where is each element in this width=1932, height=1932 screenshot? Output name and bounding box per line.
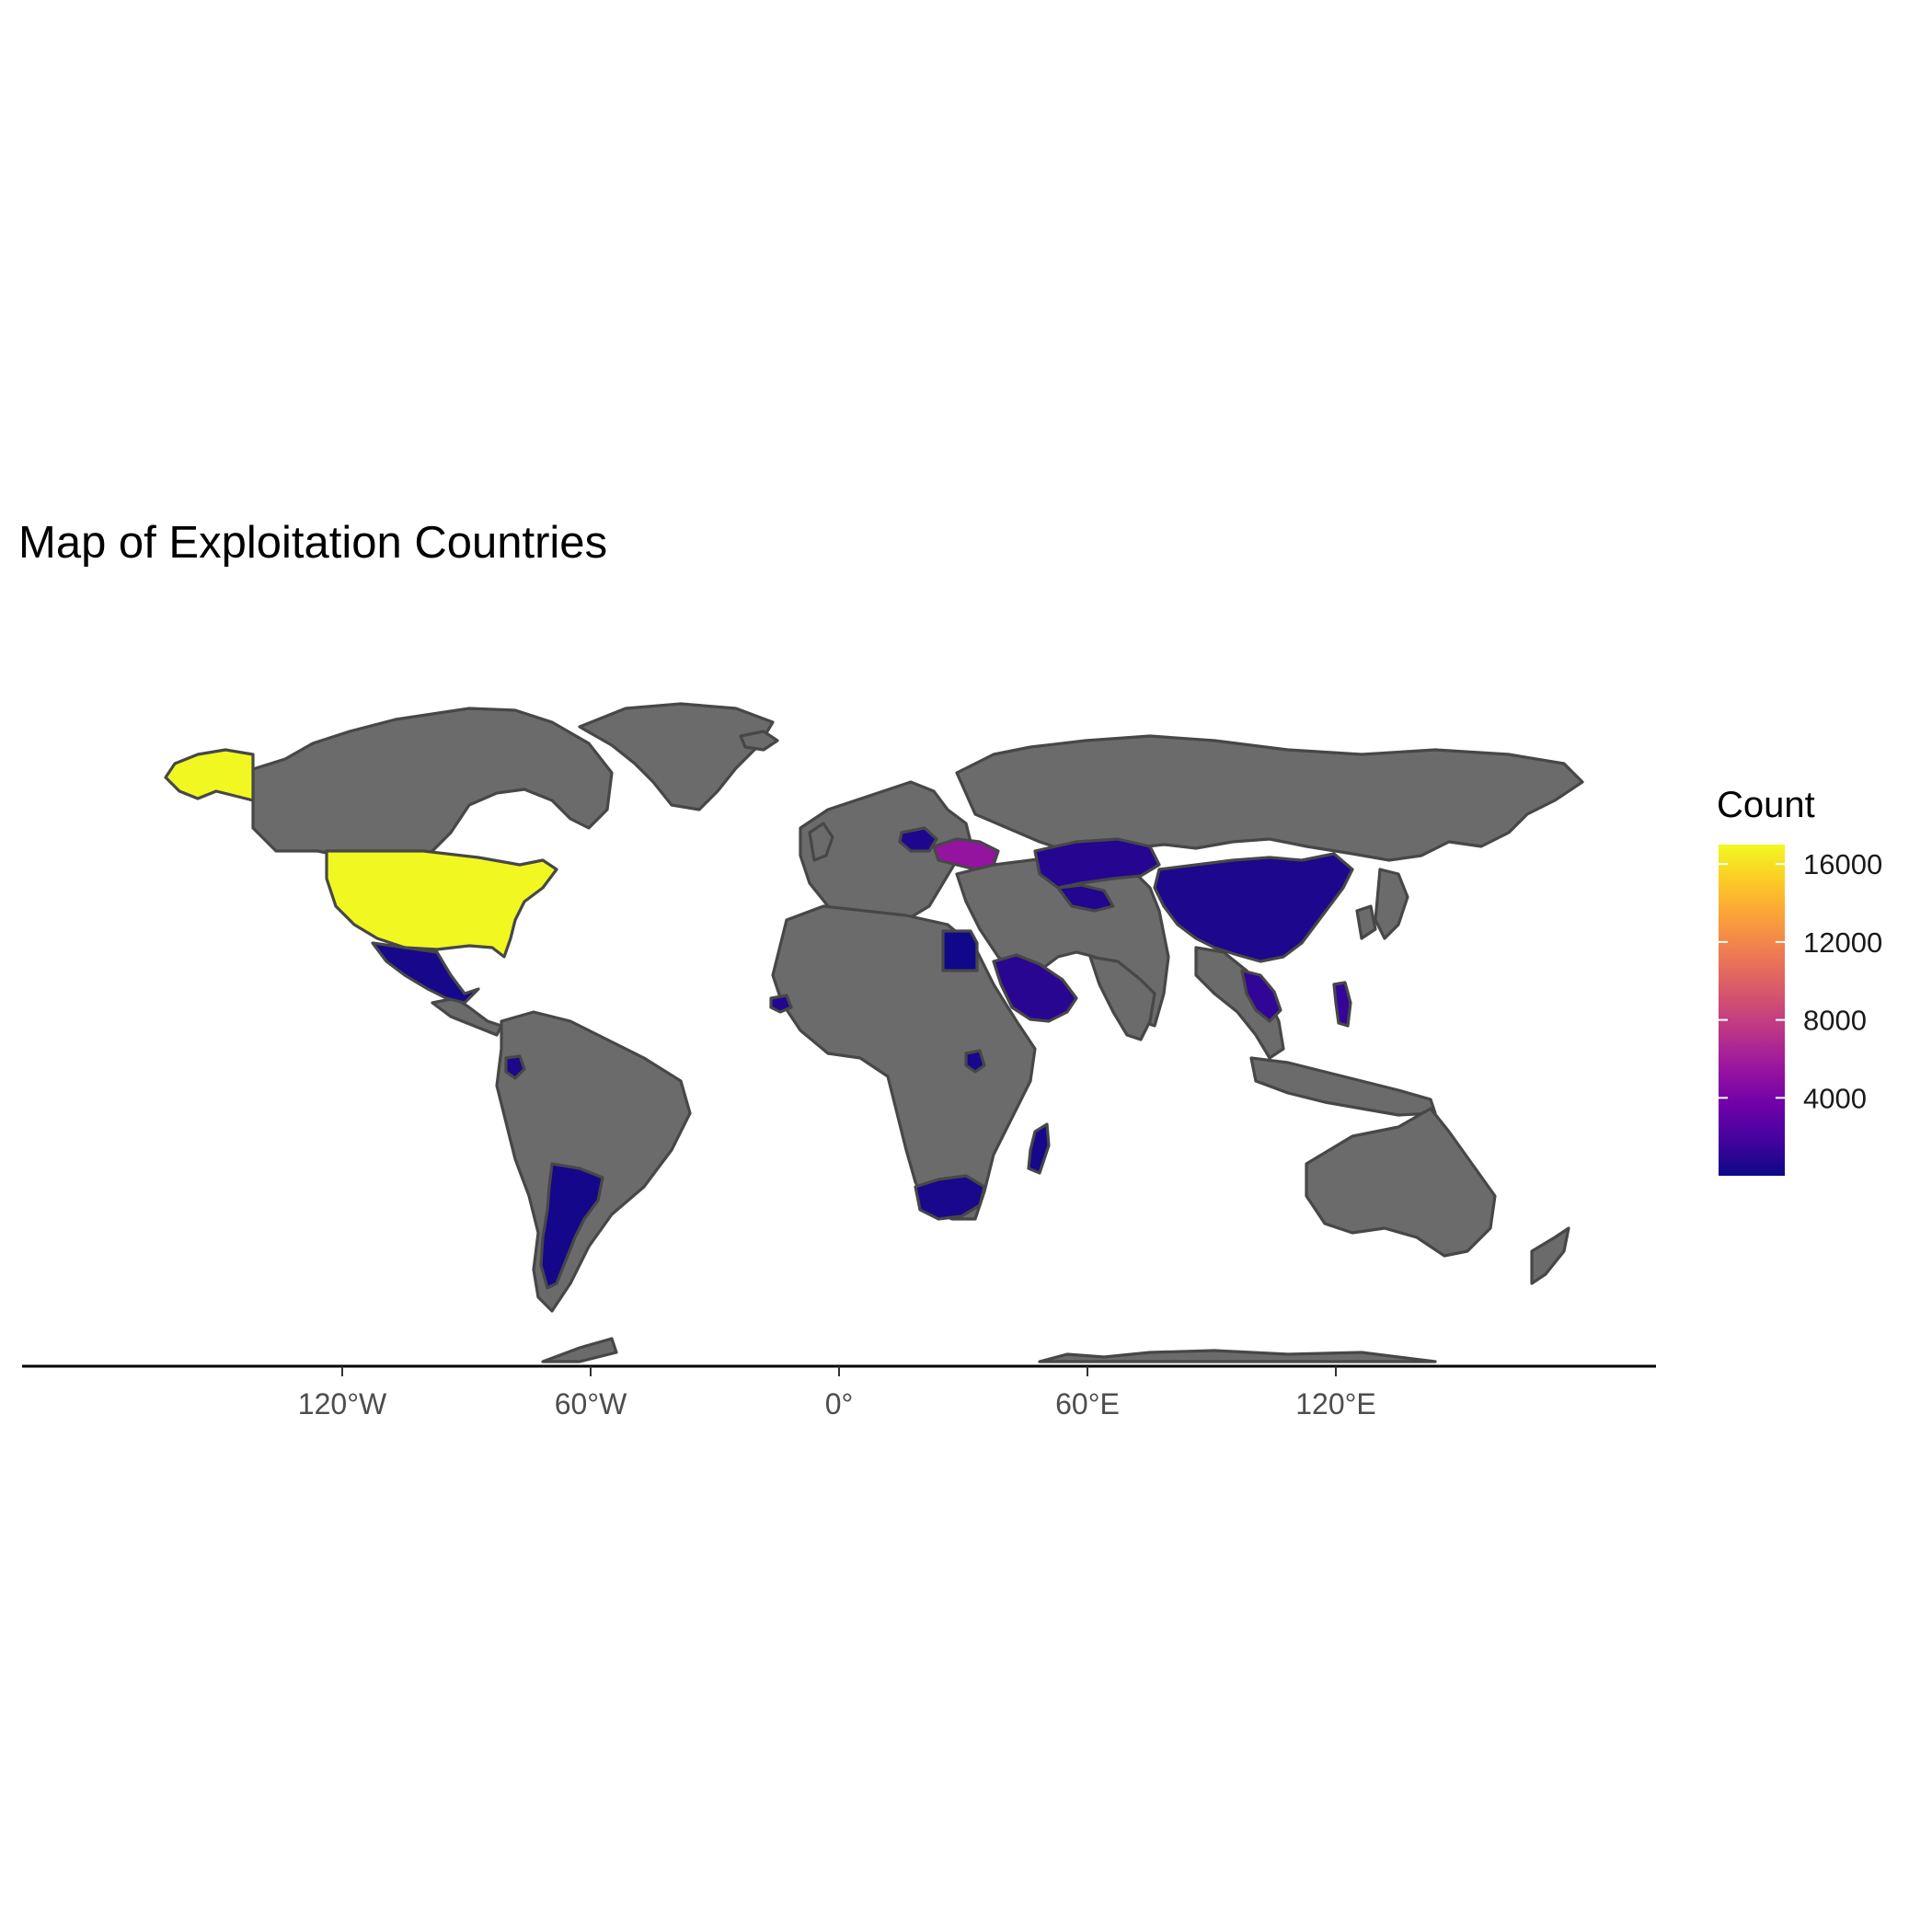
country-south-africa [914, 1174, 986, 1221]
country-uganda [964, 1049, 986, 1074]
x-tick-label: 120°W [298, 1387, 387, 1420]
map-title: Map of Exploitation Countries [18, 518, 608, 568]
legend-label: 16000 [1803, 848, 1882, 880]
country-egypt [941, 929, 979, 972]
legend-label: 12000 [1803, 926, 1882, 959]
legend-label: 8000 [1803, 1005, 1867, 1037]
country-southeast-asia [1194, 946, 1285, 1060]
x-axis: 120°W 60°W 0° 60°E 120°E [22, 1364, 1656, 1420]
country-korea [1355, 904, 1377, 940]
country-antarctica-west [541, 1337, 618, 1363]
country-canada-greenland [251, 707, 614, 862]
country-philippines [1332, 981, 1352, 1028]
legend-title: Count [1717, 785, 1815, 825]
country-new-zealand [1530, 1226, 1570, 1285]
country-central-america [431, 996, 503, 1037]
legend-colorbar [1719, 845, 1785, 1176]
country-argentina [539, 1162, 604, 1290]
country-uzbekistan [1056, 883, 1115, 913]
country-ukraine [932, 837, 1000, 871]
country-antarctica-east [1038, 1349, 1437, 1363]
country-alaska [164, 748, 255, 802]
legend-label: 4000 [1803, 1082, 1867, 1114]
country-china [1153, 852, 1354, 963]
country-greenland [578, 702, 775, 811]
country-ecuador [504, 1054, 526, 1080]
country-south-america [495, 1010, 692, 1313]
x-tick-label: 60°W [555, 1387, 627, 1420]
country-united-states [325, 849, 558, 959]
country-saudi-arabia [992, 953, 1078, 1023]
legend: Count 16000 12000 8000 4000 [1717, 785, 1882, 1176]
country-australia [1305, 1107, 1497, 1258]
country-indonesia [1249, 1056, 1437, 1117]
country-india [1088, 955, 1156, 1041]
country-russia [955, 734, 1584, 862]
country-iceland [739, 730, 779, 752]
country-japan [1374, 868, 1409, 940]
x-tick-label: 60°E [1055, 1387, 1120, 1420]
highlight-layer [164, 748, 1354, 1290]
x-tick-label: 0° [825, 1387, 854, 1420]
country-kazakhstan [1033, 837, 1161, 890]
country-uk [808, 822, 834, 862]
country-poland [898, 826, 938, 853]
land-layer [251, 702, 1584, 1363]
country-senegal [769, 994, 793, 1014]
country-mexico [371, 941, 480, 1005]
x-tick-label: 120°E [1295, 1387, 1376, 1420]
country-thailand [1240, 969, 1282, 1023]
country-madagascar [1027, 1122, 1051, 1175]
